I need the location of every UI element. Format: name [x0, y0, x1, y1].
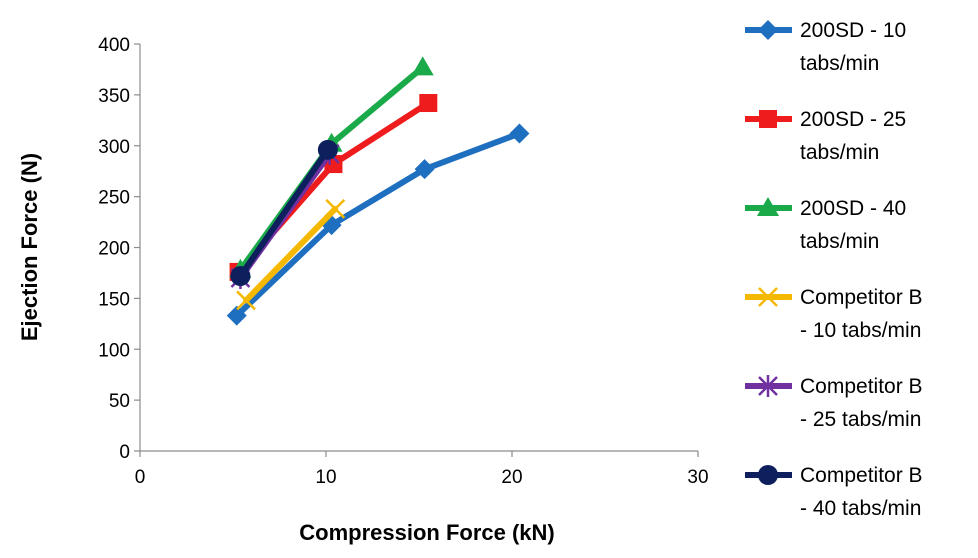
- y-tick-label: 350: [98, 86, 130, 107]
- y-tick-label: 0: [119, 442, 130, 463]
- legend-marker: [757, 197, 779, 216]
- data-point-stroke: [325, 198, 346, 219]
- legend-entry: Competitor B - 40 tabs/min: [745, 464, 923, 520]
- x-tick-label: 10: [315, 467, 336, 488]
- data-point-stroke: [236, 290, 256, 311]
- legend-entry: 200SD - 25 tabs/min: [745, 108, 906, 164]
- data-point: [236, 290, 256, 311]
- legend-entry: Competitor B - 25 tabs/min: [745, 375, 923, 431]
- legend-label: 200SD - 25: [800, 108, 906, 131]
- series-line: [243, 205, 339, 304]
- legend-label: - 40 tabs/min: [800, 497, 921, 520]
- legend-entry: Competitor B - 10 tabs/min: [745, 286, 923, 342]
- data-point: [411, 56, 434, 76]
- y-axis-title: Ejection Force (N): [17, 153, 42, 341]
- legend-entry: 200SD - 10 tabs/min: [745, 19, 906, 75]
- data-point: [230, 265, 251, 286]
- legend-marker-stroke: [758, 287, 778, 307]
- legend-label: 200SD - 40: [800, 197, 906, 220]
- data-point: [226, 305, 247, 326]
- data-point: [317, 139, 338, 160]
- series-6: [230, 139, 338, 286]
- axes: 0 50 100 150 200 250 300 350 400 0 10 20 30: [98, 35, 708, 488]
- legend-label: tabs/min: [800, 230, 879, 253]
- series-4: [236, 198, 346, 311]
- legend-label: Competitor B: [800, 464, 923, 487]
- legend-label: - 10 tabs/min: [800, 319, 921, 342]
- y-tick-label: 100: [98, 340, 130, 361]
- data-point: [419, 94, 438, 113]
- legend-label: - 25 tabs/min: [800, 408, 921, 431]
- y-tick-label: 50: [109, 391, 130, 412]
- data-point: [509, 123, 530, 144]
- legend-marker: [758, 20, 778, 40]
- legend-label: tabs/min: [800, 52, 879, 75]
- legend-marker: [758, 375, 778, 397]
- x-tick-label: 0: [135, 467, 146, 488]
- legend-marker: [759, 110, 777, 128]
- y-tick-label: 250: [98, 188, 130, 209]
- legend-entry: 200SD - 40 tabs/min: [745, 197, 906, 253]
- x-tick-label: 20: [501, 467, 522, 488]
- legend-label: Competitor B: [800, 286, 923, 309]
- x-tick-label: 30: [687, 467, 708, 488]
- legend-marker: [758, 465, 778, 485]
- series-line: [233, 130, 523, 319]
- legend-label: Competitor B: [800, 375, 923, 398]
- legend-label: tabs/min: [800, 141, 879, 164]
- data-point: [414, 159, 435, 180]
- x-axis-title: Compression Force (kN): [299, 520, 555, 545]
- y-tick-label: 400: [98, 35, 130, 56]
- series-line: [237, 146, 331, 279]
- legend-marker: [758, 287, 778, 307]
- legend-label: 200SD - 10: [800, 19, 906, 42]
- y-tick-label: 300: [98, 137, 130, 158]
- series-layer: [226, 56, 530, 326]
- y-tick-label: 200: [98, 239, 130, 260]
- y-tick-label: 150: [98, 289, 130, 310]
- data-point: [325, 198, 346, 219]
